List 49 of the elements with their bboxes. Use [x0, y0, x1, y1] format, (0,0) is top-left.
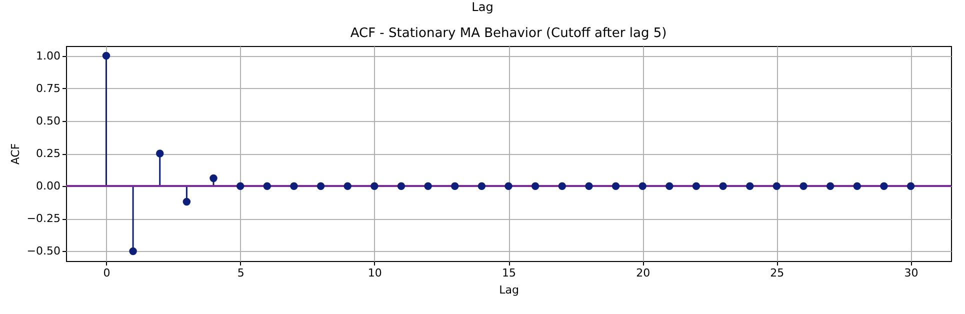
point	[263, 182, 272, 190]
point	[370, 182, 378, 190]
point	[316, 182, 325, 190]
point	[880, 182, 888, 190]
point	[236, 182, 244, 190]
x-tick-label: 20	[636, 266, 650, 280]
point	[450, 182, 459, 190]
point	[826, 182, 834, 190]
point	[853, 182, 862, 190]
chart-title: ACF - Stationary MA Behavior (Cutoff after lag 5)	[350, 26, 667, 41]
point	[746, 182, 754, 190]
point	[290, 182, 298, 190]
y-tick-label: 1.00	[36, 49, 60, 62]
x-tick-label: 0	[103, 266, 110, 280]
x-tick-label: 15	[502, 266, 516, 280]
y-tick-label: 0.25	[36, 147, 60, 160]
y-tick-label: −0.50	[26, 244, 60, 258]
x-tick-label: 25	[770, 266, 784, 280]
point	[344, 182, 352, 190]
x-tick-label: 5	[237, 266, 244, 280]
y-tick-label: 0.00	[36, 180, 60, 193]
point	[182, 198, 191, 206]
point	[102, 52, 110, 60]
point	[558, 182, 566, 190]
point	[638, 182, 646, 190]
x-tick-label: 10	[368, 266, 382, 280]
y-tick-label: 0.50	[36, 114, 60, 128]
x-tick-label: 30	[904, 266, 918, 280]
point	[585, 182, 593, 190]
y-tick-label: −0.25	[26, 212, 60, 226]
point	[800, 182, 808, 190]
point	[210, 174, 218, 182]
point	[531, 182, 540, 190]
point	[719, 182, 727, 190]
y-tick-label: 0.75	[36, 82, 60, 95]
point	[156, 150, 164, 158]
point	[666, 182, 674, 190]
point	[129, 247, 137, 256]
point	[397, 182, 406, 190]
point	[906, 182, 915, 190]
point	[612, 182, 620, 190]
point	[504, 182, 512, 190]
y-axis-title: ACF	[8, 143, 22, 165]
x-axis-title: Lag	[499, 284, 519, 296]
text: Lag	[472, 0, 494, 14]
point	[692, 182, 700, 190]
point	[478, 182, 486, 190]
point	[772, 182, 781, 190]
point	[424, 182, 432, 190]
